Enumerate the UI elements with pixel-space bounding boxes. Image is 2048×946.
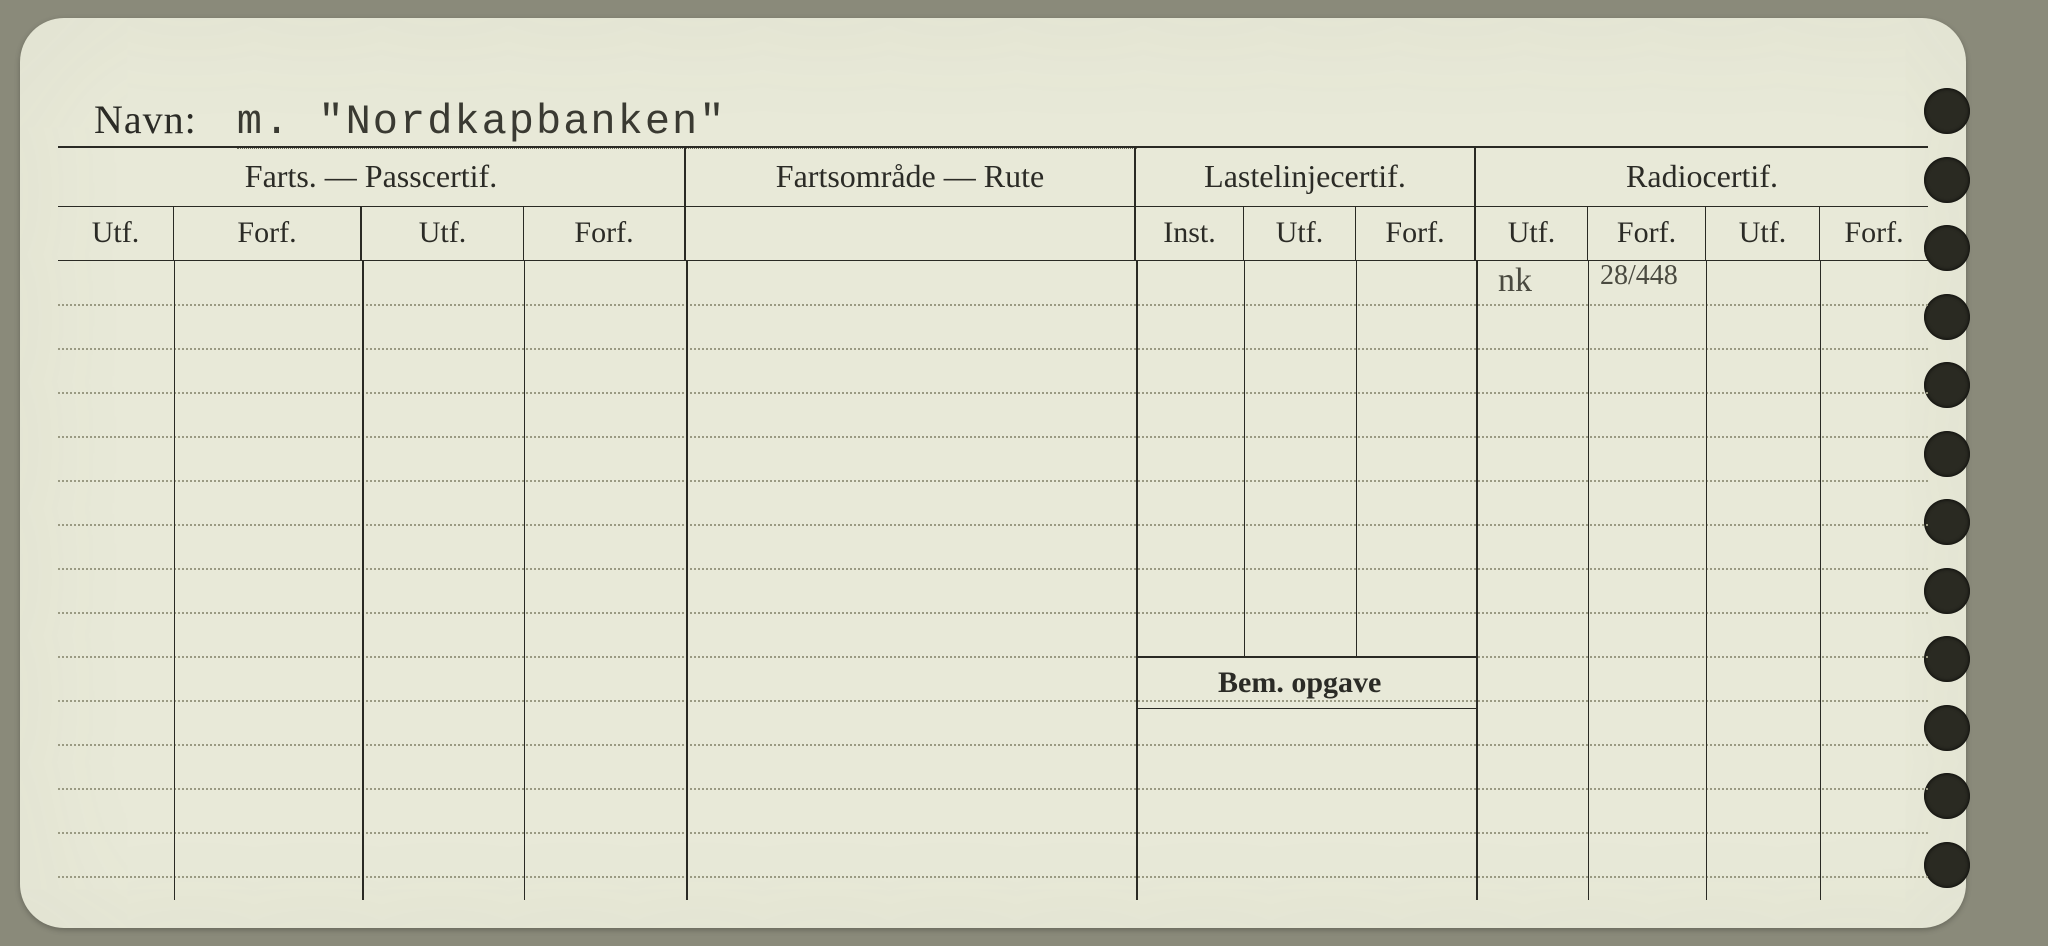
dotted-row bbox=[58, 832, 1928, 834]
punch-hole bbox=[1924, 157, 1970, 203]
dotted-row bbox=[58, 876, 1928, 878]
handwritten-radio-utf: nk bbox=[1498, 262, 1532, 300]
sub-utf-3: Utf. bbox=[1244, 206, 1356, 260]
index-card: Navn: m. "Nordkapbanken" Farts. — Passce… bbox=[20, 18, 1966, 928]
navn-row: Navn: m. "Nordkapbanken" bbox=[94, 96, 1137, 149]
sub-inst: Inst. bbox=[1136, 206, 1244, 260]
sub-headers: Utf. Forf. Utf. Forf. Inst. Utf. Forf. U… bbox=[58, 206, 1928, 260]
dotted-row bbox=[58, 436, 1928, 438]
sub-forf-1: Forf. bbox=[174, 206, 362, 260]
punch-hole bbox=[1924, 499, 1970, 545]
vrule bbox=[362, 260, 364, 900]
punch-hole bbox=[1924, 568, 1970, 614]
punch-hole bbox=[1924, 225, 1970, 271]
sub-utf-1: Utf. bbox=[58, 206, 174, 260]
navn-value: m. "Nordkapbanken" bbox=[237, 98, 1137, 149]
dotted-row bbox=[58, 744, 1928, 746]
punch-holes bbox=[1924, 88, 1970, 888]
vrule bbox=[686, 260, 688, 900]
vrule bbox=[1706, 260, 1707, 900]
section-fartsomrade-rute: Fartsområde — Rute bbox=[686, 146, 1136, 206]
punch-hole bbox=[1924, 362, 1970, 408]
bem-opgave-top-rule bbox=[1136, 656, 1476, 658]
vrule bbox=[1356, 260, 1357, 656]
sub-forf-3: Forf. bbox=[1356, 206, 1476, 260]
sub-forf-5: Forf. bbox=[1820, 206, 1928, 260]
vrule bbox=[1244, 260, 1245, 656]
dotted-row bbox=[58, 656, 1928, 658]
sub-forf-2: Forf. bbox=[524, 206, 686, 260]
vrule bbox=[1476, 260, 1478, 900]
section-lastelinjecertif: Lastelinjecertif. bbox=[1136, 146, 1476, 206]
vrule bbox=[1588, 260, 1589, 900]
dotted-row bbox=[58, 348, 1928, 350]
bem-opgave-label: Bem. opgave bbox=[1218, 666, 1381, 700]
dotted-row bbox=[58, 568, 1928, 570]
vrule bbox=[174, 260, 175, 900]
sub-forf-4: Forf. bbox=[1588, 206, 1706, 260]
section-radiocertif: Radiocertif. bbox=[1476, 146, 1928, 206]
dotted-row bbox=[58, 480, 1928, 482]
punch-hole bbox=[1924, 842, 1970, 888]
body-area: Bem. opgave nk 28/448 bbox=[58, 260, 1928, 898]
sub-utf-2: Utf. bbox=[362, 206, 524, 260]
dotted-row bbox=[58, 700, 1928, 702]
vrule bbox=[1820, 260, 1821, 900]
punch-hole bbox=[1924, 431, 1970, 477]
punch-hole bbox=[1924, 773, 1970, 819]
bem-opgave-bottom-rule bbox=[1136, 708, 1476, 709]
dotted-row bbox=[58, 612, 1928, 614]
handwritten-radio-forf: 28/448 bbox=[1600, 260, 1678, 292]
punch-hole bbox=[1924, 88, 1970, 134]
section-headers: Farts. — Passcertif. Fartsområde — Rute … bbox=[58, 146, 1928, 206]
dotted-row bbox=[58, 304, 1928, 306]
vrule bbox=[524, 260, 525, 900]
dotted-row bbox=[58, 392, 1928, 394]
navn-label: Navn: bbox=[94, 97, 197, 142]
sub-utf-4: Utf. bbox=[1476, 206, 1588, 260]
punch-hole bbox=[1924, 636, 1970, 682]
punch-hole bbox=[1924, 294, 1970, 340]
dotted-row bbox=[58, 788, 1928, 790]
sub-rute-blank bbox=[686, 206, 1136, 260]
vrule bbox=[1136, 260, 1138, 900]
section-farts-passcertif: Farts. — Passcertif. bbox=[58, 146, 686, 206]
sub-utf-5: Utf. bbox=[1706, 206, 1820, 260]
punch-hole bbox=[1924, 705, 1970, 751]
dotted-row bbox=[58, 524, 1928, 526]
